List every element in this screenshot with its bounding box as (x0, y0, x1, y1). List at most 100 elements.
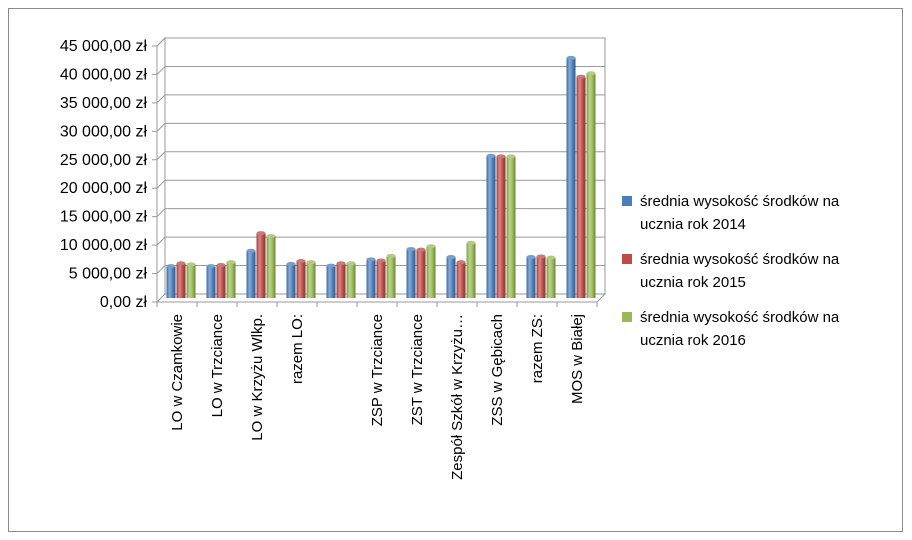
bar-cap (456, 260, 466, 265)
bar-cap (526, 255, 536, 260)
gridline (156, 208, 605, 218)
bar-cap (346, 261, 356, 266)
bar-cap (176, 261, 186, 266)
bar-cap (416, 247, 426, 252)
bar-cap (256, 231, 266, 236)
y-tick-label: 15 000,00 zł (60, 209, 148, 226)
gridline (156, 236, 605, 246)
bar-cap (446, 255, 456, 260)
bar (426, 246, 436, 298)
x-axis-ticks: LO w Czamkowie LO w Trzciance LO w Krzyżu … (156, 302, 598, 480)
y-tick-label: 0,00 zł (100, 294, 148, 311)
x-tick-label: MOS w Białej (569, 314, 586, 404)
bar-cap (266, 233, 276, 238)
bar-cap (426, 244, 436, 249)
bar-cap (496, 154, 506, 159)
bar (366, 259, 376, 298)
bar-cap (576, 74, 586, 79)
bar (296, 261, 306, 298)
bar (466, 242, 476, 298)
bar-cap (246, 248, 256, 253)
legend-swatch (622, 196, 632, 206)
bar (486, 155, 496, 298)
bar (166, 266, 176, 298)
bar-cap (386, 253, 396, 258)
y-tick-label: 10 000,00 zł (60, 237, 148, 254)
gridlines (156, 37, 605, 274)
side-wall (156, 36, 166, 304)
bar (326, 265, 336, 298)
x-tick-label: LO w Krzyżu Wlkp. (249, 314, 266, 441)
y-tick-label: 45 000,00 zł (60, 38, 148, 55)
bar (576, 76, 586, 298)
x-tick-label: ZST w Trzciance (409, 314, 426, 425)
bar (286, 263, 296, 298)
legend: średnia wysokość środków na ucznia rok 20… (622, 193, 840, 349)
bar (446, 257, 456, 298)
gridline (156, 65, 605, 75)
legend-label: średnia wysokość środków na ucznia rok 20… (640, 193, 840, 233)
bar-cap (506, 154, 516, 159)
gridline (156, 94, 605, 104)
bar (216, 265, 226, 298)
bar (536, 256, 546, 298)
legend-swatch (622, 254, 632, 264)
bar (266, 235, 276, 298)
x-tick-label: razem LO: (289, 314, 306, 384)
y-tick-label: 30 000,00 zł (60, 123, 148, 140)
bar-cap (166, 264, 176, 269)
bar (226, 262, 236, 298)
bar (506, 156, 516, 298)
bar (246, 250, 256, 298)
legend-swatch (622, 312, 632, 322)
gridline (156, 122, 605, 132)
bar-cap (296, 259, 306, 264)
x-tick-label: ZSS w Gębicach (489, 314, 506, 426)
bar-cap (206, 264, 216, 269)
y-tick-label: 35 000,00 zł (60, 95, 148, 112)
bar-cap (546, 255, 556, 260)
chart-svg: 0,00 zł 5 000,00 zł 10 000,00 zł 15 000,00 … (60, 36, 840, 480)
bar-cap (336, 261, 346, 266)
bar-cap (406, 247, 416, 252)
bars (166, 55, 596, 299)
bar (336, 263, 346, 298)
legend-label: średnia wysokość środków na ucznia rok 20… (640, 309, 840, 349)
bar (346, 263, 356, 298)
bar-cap (486, 153, 496, 158)
x-tick-label: Zespół Szkół w Krzyżu… (449, 314, 466, 480)
bar (546, 257, 556, 298)
gridline (156, 151, 605, 161)
bar-cap (326, 263, 336, 268)
bar (376, 260, 386, 298)
bar (206, 266, 216, 298)
bar-cap (286, 261, 296, 266)
chart-frame: 0,00 zł 5 000,00 zł 10 000,00 zł 15 000,00 … (8, 8, 903, 532)
legend-label: średnia wysokość środków na ucznia rok 20… (640, 251, 840, 291)
bar-cap (226, 260, 236, 265)
y-axis-ticks: 0,00 zł 5 000,00 zł 10 000,00 zł 15 000,00 … (60, 38, 157, 311)
bar (256, 233, 266, 298)
bar (386, 255, 396, 298)
gridline (156, 179, 605, 189)
y-tick-label: 20 000,00 zł (60, 180, 148, 197)
y-tick-label: 25 000,00 zł (60, 152, 148, 169)
bar (496, 156, 506, 298)
x-tick-label: ZSP w Trzciance (369, 314, 386, 426)
x-tick-label: razem ZS: (529, 314, 546, 383)
bar (306, 262, 316, 298)
bar-cap (466, 240, 476, 245)
bar (176, 263, 186, 298)
back-wall (164, 37, 606, 295)
x-tick-label: LO w Czamkowie (169, 314, 186, 431)
bar-cap (536, 254, 546, 259)
bar-cap (366, 257, 376, 262)
bar-cap (376, 258, 386, 263)
bar (566, 57, 576, 298)
bar (406, 249, 416, 298)
bar-cap (566, 55, 576, 60)
chart-walls (155, 36, 607, 304)
y-tick-label: 40 000,00 zł (60, 66, 148, 83)
bar (456, 262, 466, 298)
bar (416, 249, 426, 298)
